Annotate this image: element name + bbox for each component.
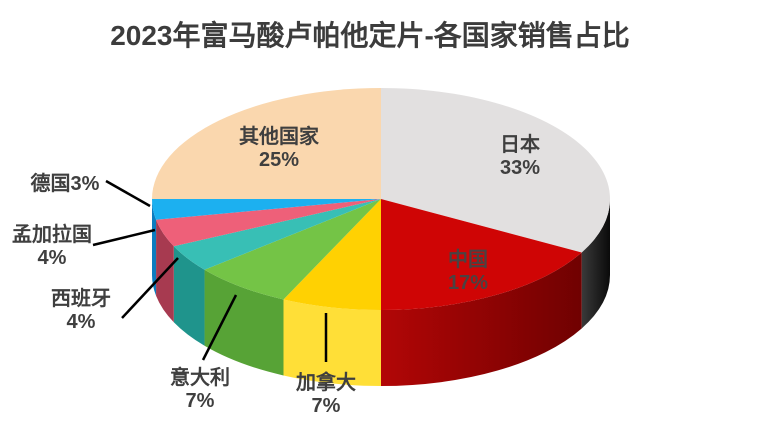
leader-line-germany [105, 179, 151, 208]
slice-label-china: 中国 17% [447, 249, 489, 294]
pie-slice-china-side [381, 252, 582, 386]
pie-slice-canada-top [283, 199, 381, 310]
pie-slice-bangladesh-top [156, 199, 381, 247]
slice-label-italy: 意大利 7% [170, 367, 230, 412]
pie-slice-germany-top [152, 199, 381, 220]
pie-slice-japan-top [381, 88, 610, 253]
pie-slice-italy-top [204, 199, 381, 300]
slice-label-canada: 加拿大 7% [296, 372, 356, 417]
pie-slice-japan-side [581, 199, 610, 329]
slice-label-germany: 德国3% [30, 173, 100, 195]
leader-line-spain [121, 257, 179, 319]
pie-slice-italy-side [204, 269, 284, 376]
pie-slice-germany-side [152, 199, 157, 296]
pie-slice-china-top [381, 199, 582, 310]
pie-slice-spain-top [173, 199, 381, 270]
slice-label-bangladesh: 孟加拉国 4% [12, 224, 92, 269]
chart-title: 2023年富马酸卢帕他定片-各国家销售占比 [110, 20, 630, 51]
slice-label-japan: 日本 33% [499, 134, 541, 179]
slice-label-others: 其他国家 25% [239, 126, 319, 171]
pie-slice-canada-side [283, 299, 381, 386]
slice-label-spain: 西班牙 4% [51, 288, 111, 333]
leader-line-italy [201, 294, 238, 361]
leader-line-bangladesh [92, 228, 156, 247]
pie-slice-others-top [152, 88, 381, 199]
pie-slice-spain-side [173, 246, 205, 346]
